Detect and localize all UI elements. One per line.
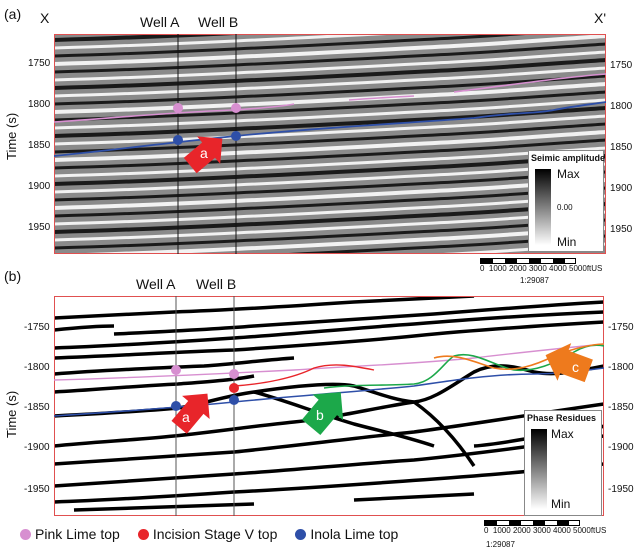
seismic-reflector [54,114,606,146]
incision-stage-v-marker [229,383,239,393]
inola-lime-horizon [54,367,604,417]
y-axis-title: Time (s) [4,112,19,160]
arrow-c [545,343,593,383]
seismic-reflector [54,66,606,98]
seismic-reflector [54,34,606,66]
arrow-c-label: c [572,359,579,375]
scale-ratio: 1:29087 [486,540,515,549]
colorbar-mid: 0.00 [557,203,573,212]
phase-residue-section: a b c [54,296,604,516]
y-tick-label: -1950 [24,484,50,495]
inola-lime-horizon [54,101,606,157]
scale-bar: 0 1000 2000 3000 4000 5000ftUS 1:29087 [480,258,630,286]
seismic-reflector [54,90,606,122]
scale-ticks: 0 1000 2000 3000 4000 5000ftUS [480,264,603,273]
pink-lime-marker [171,365,181,375]
arrow-b-label: b [316,407,324,423]
panel-a-label: (a) [4,6,22,22]
seismic-reflector [54,42,606,74]
pink-lime-horizon [453,73,606,93]
arrow-b [301,392,344,436]
y-tick-label: -1950 [608,484,634,495]
panel-b-label: (b) [4,268,22,284]
section-start-label: X [40,10,50,26]
well-b-label: Well B [198,14,239,30]
y-tick-label: 1950 [28,222,51,233]
seismic-reflector [54,50,606,82]
y-tick-label: -1800 [24,362,50,373]
y-tick-label: -1850 [608,402,634,413]
y-tick-label: 1750 [610,60,633,71]
y-tick-label: 1900 [610,183,633,194]
pink-lime-marker [173,103,183,113]
seismic-amplitude-section: a [54,34,606,254]
y-tick-label: 1800 [610,101,633,112]
scale-bar: 0 1000 2000 3000 4000 5000ftUS 1:29087 [484,520,634,554]
seismic-reflector [54,58,606,90]
y-tick-label: -1850 [24,402,50,413]
colorbar-title: Phase Residues [527,413,597,423]
y-tick-label: 1800 [28,99,51,110]
legend-item-pink-lime: Pink Lime top [20,526,120,542]
pink-lime-marker [231,103,241,113]
y-tick-label: 1850 [28,140,51,151]
incision-stage-v-horizon [233,364,375,387]
blue-dot-icon [295,528,307,540]
seismic-colorbar: Seimic amplitude Max 0.00 Min [528,150,606,252]
y-tick-label: -1800 [608,362,634,373]
arrow-a [183,136,223,174]
red-dot-icon [137,528,149,540]
pink-lime-horizon [348,95,415,101]
colorbar-min: Min [557,235,577,249]
arrow-a-label: a [182,409,190,425]
colorbar-min: Min [551,497,571,511]
well-a-label: Well A [140,14,180,30]
y-tick-label: 1950 [610,224,633,235]
seismic-reflector [54,122,606,154]
y-tick-label: -1900 [608,442,634,453]
scale-ticks: 0 1000 2000 3000 4000 5000ftUS [484,526,607,535]
seismic-reflector [54,34,405,50]
well-b-label: Well B [196,276,237,292]
y-tick-label: 1750 [28,58,51,69]
seismic-reflector [54,130,606,162]
section-end-label: X' [594,10,607,26]
y-tick-label: 1850 [610,142,633,153]
inola-lime-marker [171,401,181,411]
seismic-reflector [54,106,606,138]
pink-lime-marker [229,369,239,379]
pink-lime-horizon [54,103,295,123]
y-tick-label: -1750 [24,322,50,333]
arrow-a [171,393,210,434]
seismic-reflector [54,34,541,58]
colorbar-max: Max [551,427,574,441]
pink-dot-icon [20,528,31,540]
inola-lime-marker [231,131,241,141]
scale-ratio: 1:29087 [520,276,549,285]
y-tick-label: -1750 [608,322,634,333]
colorbar-max: Max [557,167,580,181]
seismic-reflector [54,98,606,130]
pink-lime-horizon [54,343,604,381]
colorbar-gradient [535,169,551,245]
y-axis-title: Time (s) [4,390,19,438]
colorbar-gradient [531,429,547,509]
legend-item-incision: Incision Stage V top [137,526,277,542]
seismic-reflector [54,138,606,170]
well-a-label: Well A [136,276,176,292]
inola-lime-marker [173,135,183,145]
colorbar-title: Seimic amplitude [531,153,606,163]
legend-item-inola-lime: Inola Lime top [295,526,398,542]
arrow-a-label: a [200,145,208,161]
phase-residue-colorbar: Phase Residues Max Min [524,410,602,516]
inola-lime-marker [229,395,239,405]
legend: Pink Lime top Incision Stage V top Inola… [20,526,398,542]
seismic-reflector [54,34,257,42]
green-horizon [323,344,604,389]
y-tick-label: -1900 [24,442,50,453]
orange-horizon [433,343,604,371]
y-tick-label: 1900 [28,181,51,192]
